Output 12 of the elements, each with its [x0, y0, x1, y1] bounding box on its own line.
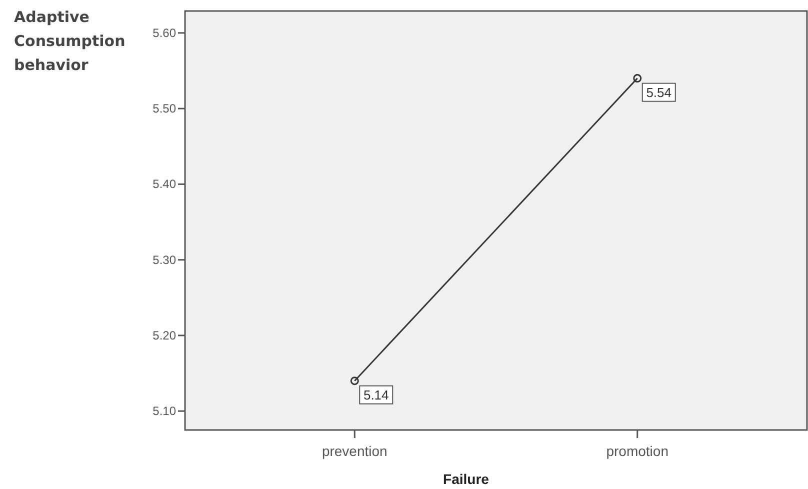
y-tick-label: 5.50 [152, 102, 176, 116]
x-tick-label: promotion [606, 443, 668, 459]
y-tick-label: 5.10 [152, 404, 176, 418]
x-axis-title: Failure [443, 471, 490, 487]
data-label: 5.14 [363, 387, 389, 402]
y-tick-label: 5.30 [152, 252, 176, 267]
y-tick-label: 5.20 [152, 328, 176, 342]
data-label: 5.54 [646, 84, 672, 100]
y-tick-label: 5.40 [152, 177, 176, 192]
y-tick-label: 5.60 [152, 26, 176, 40]
x-tick-label: prevention [322, 443, 388, 459]
y-axis-title: Adaptive Consumption behavior [14, 8, 126, 74]
